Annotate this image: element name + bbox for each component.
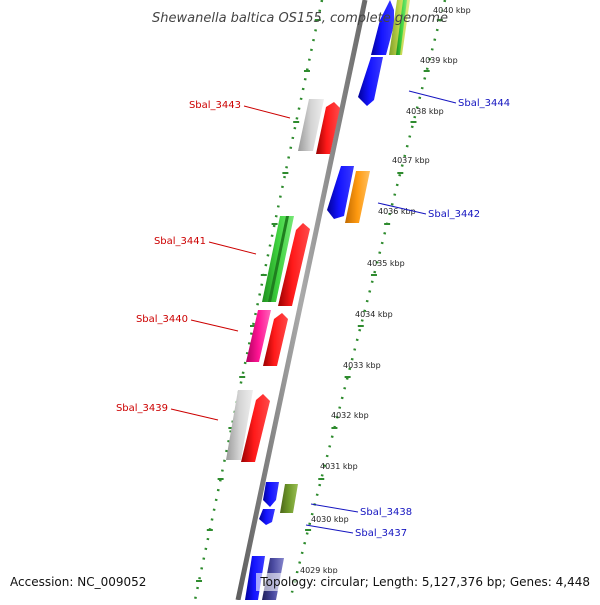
gene-cog-block[interactable] bbox=[345, 171, 370, 223]
map-title: Shewanella baltica OS155, complete genom… bbox=[152, 11, 448, 26]
gene-cog-block[interactable] bbox=[246, 310, 271, 362]
tick-label-4029: 4029 kbp bbox=[300, 566, 338, 575]
gene-label-forward[interactable]: Sbal_3439 bbox=[116, 403, 168, 414]
gene-arrow-reverse[interactable] bbox=[371, 0, 394, 55]
tick-label: 4040 kbp bbox=[433, 6, 471, 15]
leader-line bbox=[310, 503, 359, 513]
gene-arrow-forward[interactable] bbox=[316, 102, 340, 154]
gene-label-forward[interactable]: Sbal_3441 bbox=[154, 236, 206, 247]
tick-label-4030: 4030 kbp bbox=[311, 515, 349, 524]
gene-cog-block[interactable] bbox=[396, 0, 407, 55]
tick-label-4033: 4033 kbp bbox=[343, 361, 381, 370]
gene-arrow-reverse[interactable] bbox=[327, 166, 354, 219]
genome-backbone bbox=[235, 0, 368, 601]
tick-label-4036: 4036 kbp bbox=[378, 207, 416, 216]
scale-ticks: 4040 kbp 4039 kbp 4038 kbp 4037 kbp 4036… bbox=[300, 3, 475, 575]
gene-label-reverse[interactable]: Sbal_3444 bbox=[458, 98, 510, 109]
gene-cog-block[interactable] bbox=[280, 484, 298, 513]
gene-arrow-reverse[interactable] bbox=[263, 482, 279, 507]
gene-cog-block[interactable] bbox=[226, 390, 253, 460]
tick-label-4031: 4031 kbp bbox=[320, 462, 358, 471]
gene-label-reverse[interactable]: Sbal_3442 bbox=[428, 209, 480, 220]
leader-line bbox=[190, 319, 239, 332]
gene-arrow-forward[interactable] bbox=[241, 394, 270, 462]
gene-arrow-reverse[interactable] bbox=[259, 509, 275, 525]
gene-features bbox=[226, 0, 410, 600]
scale-tick-4040: 4040 kbp bbox=[430, 3, 475, 16]
gene-label-forward[interactable]: Sbal_3440 bbox=[136, 314, 188, 325]
accession-text: Accession: NC_009052 bbox=[10, 575, 146, 589]
leader-line bbox=[243, 105, 291, 119]
summary-bg bbox=[256, 573, 596, 591]
gene-labels: Sbal_3443 Sbal_3441 Sbal_3440 Sbal_3439 … bbox=[116, 90, 510, 539]
tick-label-4035: 4035 kbp bbox=[367, 259, 405, 268]
leader-line bbox=[305, 524, 354, 534]
leader-line bbox=[170, 408, 219, 421]
ruler-track-inner bbox=[193, 0, 324, 601]
tick-label-bg bbox=[430, 3, 475, 16]
gene-arrow-reverse[interactable] bbox=[245, 556, 265, 600]
gene-cog-block[interactable] bbox=[268, 216, 289, 302]
tick-label-4032: 4032 kbp bbox=[331, 411, 369, 420]
gene-label-reverse[interactable]: Sbal_3437 bbox=[355, 528, 407, 539]
ruler-group bbox=[193, 0, 447, 601]
tick-label-4034: 4034 kbp bbox=[355, 310, 393, 319]
tick-label-4039: 4039 kbp bbox=[420, 56, 458, 65]
gene-arrow-forward[interactable] bbox=[263, 313, 288, 366]
summary-text: Topology: circular; Length: 5,127,376 bp… bbox=[259, 575, 590, 589]
tick-label-4038: 4038 kbp bbox=[406, 107, 444, 116]
leader-line bbox=[208, 241, 257, 255]
leader-line bbox=[408, 90, 457, 104]
tick-label-4037: 4037 kbp bbox=[392, 156, 430, 165]
gene-arrow-reverse[interactable] bbox=[358, 57, 383, 106]
gene-cog-block[interactable] bbox=[298, 99, 324, 151]
gene-label-forward[interactable]: Sbal_3443 bbox=[189, 100, 241, 111]
leader-line bbox=[377, 202, 427, 215]
gene-arrow-forward[interactable] bbox=[278, 223, 310, 306]
gene-label-reverse[interactable]: Sbal_3438 bbox=[360, 507, 412, 518]
